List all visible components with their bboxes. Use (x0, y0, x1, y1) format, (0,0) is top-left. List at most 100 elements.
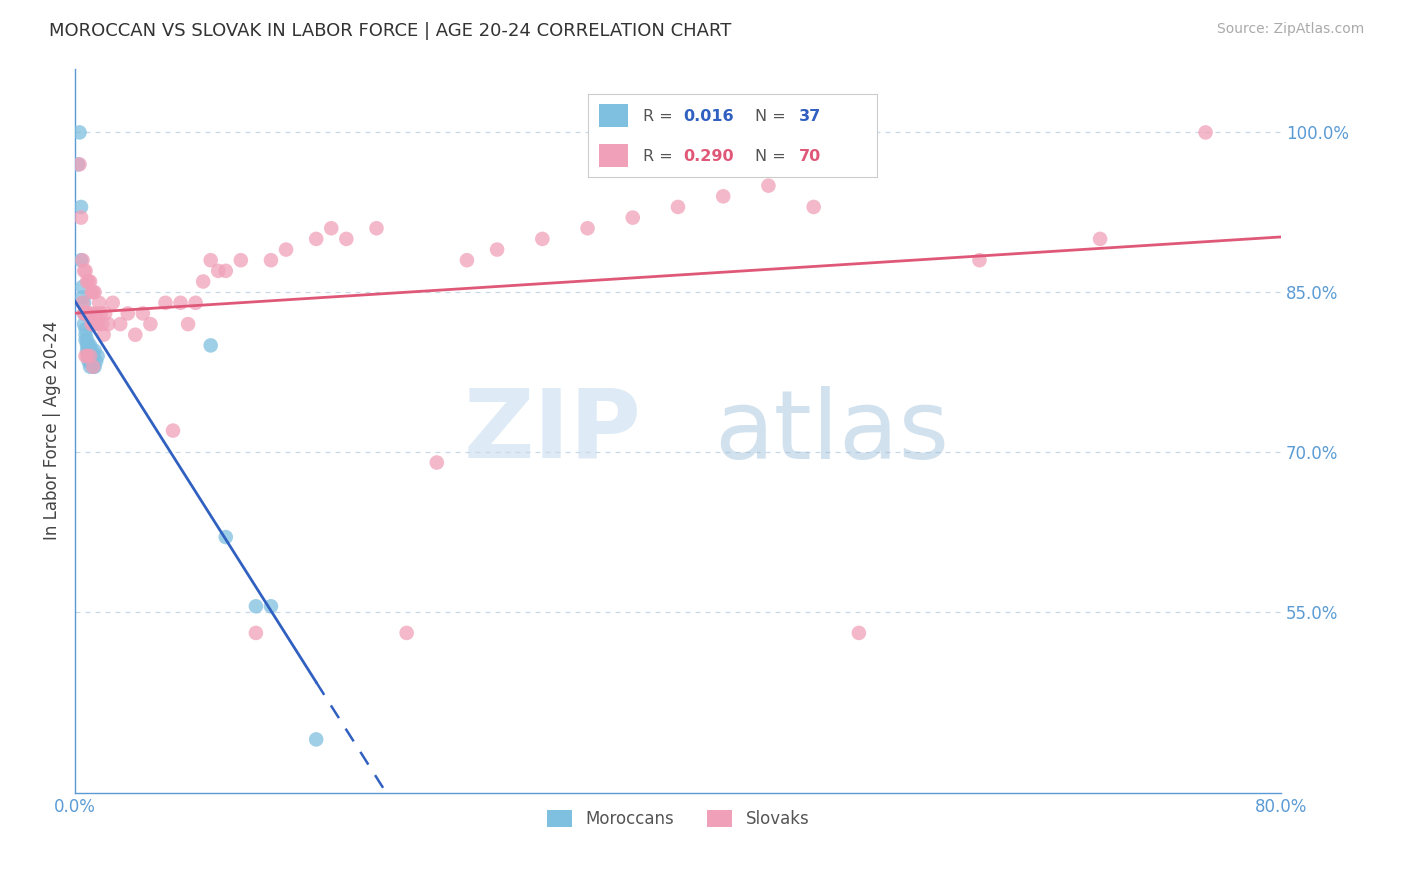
Point (366, 221, 388, 235)
Point (79, 349, 101, 363)
Point (75, 322, 97, 336)
Point (132, 306, 155, 320)
Point (89, 295, 111, 310)
Point (335, 232, 357, 246)
Point (84, 354, 107, 368)
Point (260, 253, 283, 268)
Point (76, 306, 98, 320)
Point (75, 349, 97, 363)
Point (184, 295, 207, 310)
Point (711, 189, 734, 203)
Point (229, 253, 252, 268)
Point (79, 338, 101, 352)
Point (162, 424, 184, 438)
Point (531, 232, 554, 246)
Point (1088, 232, 1111, 246)
Text: atlas: atlas (714, 386, 949, 479)
Point (758, 178, 780, 193)
Point (90, 306, 112, 320)
Point (666, 200, 689, 214)
Point (86, 317, 108, 331)
Point (84, 306, 107, 320)
Point (72, 290, 94, 304)
Point (82, 349, 104, 363)
Point (73, 306, 96, 320)
Point (75, 333, 97, 347)
Point (66, 157, 89, 171)
Point (77, 275, 100, 289)
Legend: Moroccans, Slovaks: Moroccans, Slovaks (540, 804, 815, 835)
Point (73, 295, 96, 310)
Point (77, 306, 100, 320)
Point (124, 327, 146, 342)
Point (72, 253, 94, 268)
Point (73, 264, 96, 278)
Point (93, 327, 115, 342)
Point (576, 221, 599, 235)
Point (139, 317, 162, 331)
Point (82, 285, 104, 300)
Point (77, 349, 100, 363)
Point (77, 354, 100, 368)
Point (83, 359, 105, 374)
Point (155, 295, 177, 310)
Point (621, 211, 644, 225)
Point (77, 338, 100, 352)
Point (76, 275, 98, 289)
Point (110, 317, 132, 331)
Point (76, 349, 98, 363)
Point (191, 275, 214, 289)
Point (117, 306, 139, 320)
Point (79, 354, 101, 368)
Point (1194, 125, 1216, 139)
Point (69, 157, 91, 171)
Text: MOROCCAN VS SLOVAK IN LABOR FORCE | AGE 20-24 CORRELATION CHART: MOROCCAN VS SLOVAK IN LABOR FORCE | AGE … (49, 22, 731, 40)
Point (848, 626, 870, 640)
Point (215, 530, 238, 544)
Point (76, 343, 98, 358)
Point (215, 264, 238, 278)
Point (75, 327, 97, 342)
Point (305, 732, 328, 747)
Point (83, 317, 105, 331)
Point (82, 317, 104, 331)
Text: ZIP: ZIP (464, 384, 641, 477)
Point (83, 343, 105, 358)
Point (70, 211, 93, 225)
Point (169, 295, 191, 310)
Point (73, 306, 96, 320)
Point (86, 349, 108, 363)
Point (70, 253, 93, 268)
Point (75, 264, 97, 278)
Point (69, 125, 91, 139)
Point (82, 359, 104, 374)
Point (177, 317, 200, 331)
Point (80, 354, 103, 368)
Point (305, 232, 328, 246)
Point (200, 338, 222, 352)
Point (83, 285, 105, 300)
Point (77, 343, 100, 358)
Point (80, 285, 103, 300)
Point (245, 626, 267, 640)
Point (274, 243, 297, 257)
Point (200, 253, 222, 268)
Point (79, 306, 101, 320)
Point (75, 306, 97, 320)
Point (321, 221, 343, 235)
Point (94, 306, 117, 320)
Point (70, 200, 93, 214)
Point (79, 343, 101, 358)
Y-axis label: In Labor Force | Age 20-24: In Labor Force | Age 20-24 (44, 321, 60, 541)
Point (486, 243, 509, 257)
Point (969, 253, 991, 268)
Point (426, 456, 449, 470)
Point (79, 275, 101, 289)
Point (73, 317, 96, 331)
Point (395, 626, 418, 640)
Point (76, 333, 98, 347)
Text: Source: ZipAtlas.com: Source: ZipAtlas.com (1216, 22, 1364, 37)
Point (803, 200, 825, 214)
Point (91, 317, 114, 331)
Point (207, 264, 229, 278)
